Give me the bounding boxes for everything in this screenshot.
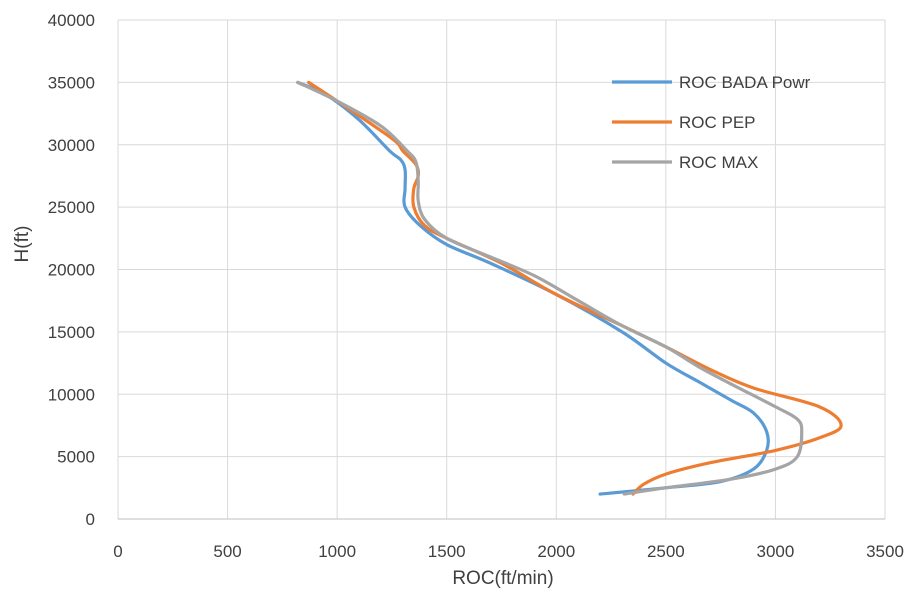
x-tick-label: 0 — [113, 542, 122, 561]
y-tick-label: 35000 — [48, 73, 95, 92]
legend-label-2: ROC PEP — [679, 113, 756, 132]
series-line-1 — [296, 80, 770, 496]
series-line-2 — [307, 80, 843, 496]
y-tick-label: 5000 — [57, 448, 95, 467]
x-tick-label: 1000 — [318, 542, 356, 561]
y-axis-title: H(ft) — [12, 226, 33, 263]
legend-label-1: ROC BADA Powr — [679, 73, 811, 92]
x-tick-label: 500 — [213, 542, 241, 561]
y-tick-label: 25000 — [48, 198, 95, 217]
tick-labels: 0 500 1000 1500 2000 2500 3000 3500050001000015… — [48, 11, 904, 561]
y-tick-label: 40000 — [48, 11, 95, 30]
y-tick-label: 0 — [86, 510, 95, 529]
series-line-3 — [296, 80, 804, 496]
legend-label-3: ROC MAX — [679, 153, 758, 172]
y-tick-label: 10000 — [48, 385, 95, 404]
x-tick-label: 3500 — [866, 542, 904, 561]
x-tick-label: 3000 — [757, 542, 795, 561]
y-tick-label: 30000 — [48, 136, 95, 155]
series-lines — [296, 80, 843, 496]
x-axis-title: ROC(ft/min) — [452, 568, 553, 589]
legend: ROC BADA Powr ROC PEP ROC MAX — [612, 73, 811, 172]
x-tick-label: 2500 — [647, 542, 685, 561]
y-tick-label: 20000 — [48, 261, 95, 280]
x-tick-label: 2000 — [537, 542, 575, 561]
y-tick-label: 15000 — [48, 323, 95, 342]
x-tick-label: 1500 — [428, 542, 466, 561]
